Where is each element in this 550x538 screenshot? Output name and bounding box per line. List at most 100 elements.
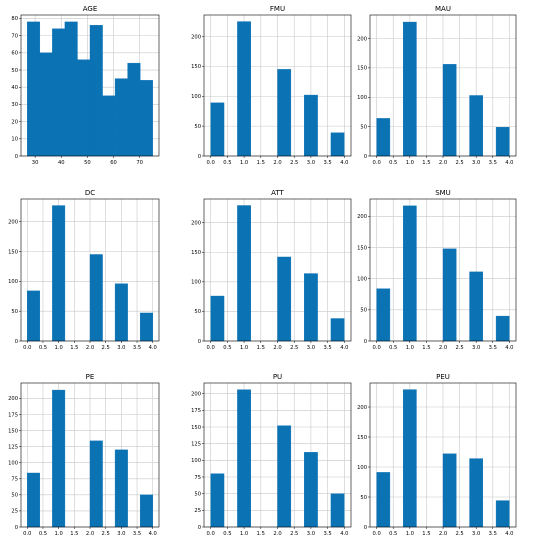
x-tick-label: 3.0 bbox=[472, 531, 480, 537]
histogram-bar bbox=[210, 295, 225, 342]
y-tick-label: 0 bbox=[15, 339, 18, 345]
x-tick-label: 3.0 bbox=[307, 345, 315, 351]
histogram-bar bbox=[277, 69, 292, 157]
y-tick-label: 0 bbox=[364, 339, 367, 345]
x-tick-label: 0.5 bbox=[389, 531, 397, 537]
y-tick-label: 100 bbox=[8, 461, 18, 467]
y-tick-label: 200 bbox=[8, 219, 18, 225]
histogram-bar bbox=[330, 493, 345, 528]
histogram-bar bbox=[89, 254, 103, 342]
x-tick-label: 0.0 bbox=[207, 160, 215, 166]
panel-title: AGE bbox=[83, 5, 98, 13]
y-tick-label: 50 bbox=[360, 308, 367, 314]
histogram-bar bbox=[469, 271, 484, 342]
y-tick-label: 200 bbox=[191, 220, 201, 226]
y-tick-label: 30 bbox=[11, 102, 18, 108]
x-tick-label: 1.0 bbox=[240, 160, 248, 166]
histogram-bar bbox=[52, 389, 66, 528]
histogram-bar bbox=[77, 59, 91, 157]
y-tick-label: 150 bbox=[357, 66, 367, 72]
histogram-bar bbox=[402, 21, 417, 157]
histogram-bar bbox=[127, 62, 141, 157]
x-tick-label: 0.5 bbox=[223, 531, 231, 537]
y-tick-label: 50 bbox=[194, 491, 201, 497]
x-tick-label: 0.0 bbox=[207, 345, 215, 351]
histogram-panel-age: AGE 30 40 50 60 70 0 10 20 30 40 50 60 70 80 bbox=[11, 5, 160, 166]
histogram-bar bbox=[330, 318, 345, 342]
y-tick-label: 20 bbox=[11, 119, 18, 125]
y-tick-label: 100 bbox=[191, 458, 201, 464]
x-tick-label: 0.5 bbox=[39, 531, 47, 537]
y-tick-label: 200 bbox=[357, 214, 367, 220]
histogram-panel-pe: PE 0.0 0.5 1.0 1.5 2.0 2.5 3.0 3.5 4.0 0 25 50 75 100 1… bbox=[8, 373, 160, 537]
histogram-bar bbox=[304, 94, 318, 157]
x-tick-label: 0.0 bbox=[373, 345, 381, 351]
x-tick-label: 70 bbox=[136, 160, 143, 166]
x-tick-label: 1.5 bbox=[422, 531, 430, 537]
histogram-bar bbox=[237, 205, 251, 342]
x-tick-label: 1.0 bbox=[240, 345, 248, 351]
histogram-bar bbox=[210, 102, 225, 157]
y-tick-label: 40 bbox=[11, 85, 18, 91]
x-tick-label: 3.5 bbox=[489, 345, 497, 351]
y-tick-label: 175 bbox=[8, 412, 18, 418]
x-tick-label: 3.0 bbox=[307, 160, 315, 166]
histogram-bar bbox=[442, 64, 457, 157]
x-tick-label: 4.0 bbox=[149, 531, 157, 537]
y-tick-label: 10 bbox=[11, 137, 18, 143]
y-tick-label: 200 bbox=[191, 34, 201, 40]
x-tick-label: 40 bbox=[58, 160, 65, 166]
x-tick-label: 3.5 bbox=[133, 345, 141, 351]
x-tick-label: 2.5 bbox=[290, 160, 298, 166]
y-tick-label: 50 bbox=[11, 309, 18, 315]
x-tick-label: 1.0 bbox=[55, 531, 63, 537]
panel-title: DC bbox=[85, 189, 95, 197]
x-tick-label: 2.0 bbox=[439, 531, 447, 537]
panel-title: SMU bbox=[435, 189, 451, 197]
x-tick-label: 3.5 bbox=[323, 531, 331, 537]
histogram-bar bbox=[402, 389, 417, 528]
y-tick-label: 50 bbox=[194, 124, 201, 130]
histogram-bar bbox=[139, 80, 153, 157]
x-tick-label: 2.5 bbox=[455, 160, 463, 166]
histogram-bar bbox=[27, 290, 41, 342]
x-tick-label: 4.0 bbox=[149, 345, 157, 351]
x-tick-label: 4.0 bbox=[340, 160, 348, 166]
y-tick-label: 200 bbox=[191, 391, 201, 397]
histogram-bar bbox=[495, 315, 510, 342]
histogram-bar bbox=[237, 21, 251, 157]
y-tick-label: 150 bbox=[191, 250, 201, 256]
x-tick-label: 3.0 bbox=[117, 531, 125, 537]
x-tick-label: 2.5 bbox=[455, 345, 463, 351]
y-tick-label: 25 bbox=[194, 508, 201, 514]
x-tick-label: 1.0 bbox=[406, 531, 414, 537]
histogram-bar bbox=[64, 21, 78, 157]
y-tick-label: 0 bbox=[198, 339, 201, 345]
x-tick-label: 1.0 bbox=[240, 531, 248, 537]
y-tick-label: 50 bbox=[360, 124, 367, 130]
x-tick-label: 1.5 bbox=[70, 345, 78, 351]
histogram-bar bbox=[376, 288, 391, 342]
y-tick-label: 0 bbox=[198, 525, 201, 531]
y-tick-label: 150 bbox=[191, 64, 201, 70]
x-tick-label: 1.0 bbox=[406, 160, 414, 166]
histogram-bar bbox=[442, 453, 457, 528]
y-tick-label: 125 bbox=[8, 444, 18, 450]
x-tick-label: 2.5 bbox=[455, 531, 463, 537]
x-tick-label: 3.0 bbox=[472, 160, 480, 166]
x-tick-label: 3.5 bbox=[489, 160, 497, 166]
panel-title: MAU bbox=[435, 5, 451, 13]
y-tick-label: 75 bbox=[194, 475, 201, 481]
y-tick-label: 150 bbox=[8, 249, 18, 255]
y-tick-label: 150 bbox=[357, 245, 367, 251]
x-tick-label: 2.0 bbox=[439, 160, 447, 166]
x-tick-label: 2.0 bbox=[273, 345, 281, 351]
x-tick-label: 2.5 bbox=[102, 531, 110, 537]
x-tick-label: 1.5 bbox=[257, 531, 265, 537]
x-tick-label: 3.5 bbox=[133, 531, 141, 537]
histogram-bar bbox=[114, 78, 128, 157]
histogram-bar bbox=[39, 52, 53, 157]
histogram-bar bbox=[89, 440, 103, 528]
histogram-bar bbox=[469, 95, 484, 157]
panel-title: PE bbox=[86, 373, 95, 381]
